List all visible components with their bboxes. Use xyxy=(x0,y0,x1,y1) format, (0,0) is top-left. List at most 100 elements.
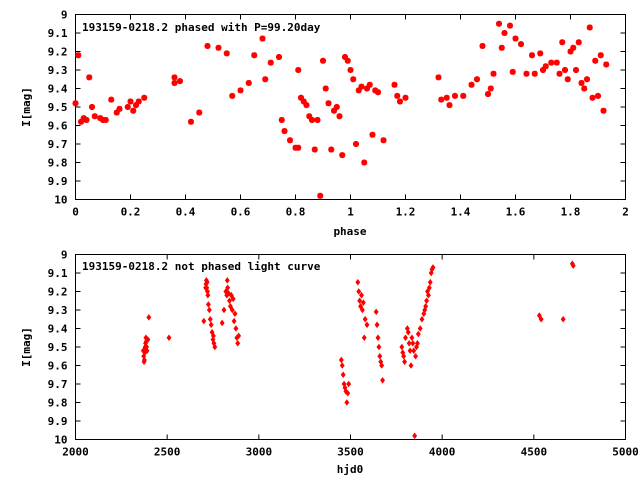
phased-x-tick-label: 0.8 xyxy=(286,206,306,219)
unphased-y-tick-label: 9.2 xyxy=(48,286,68,299)
phased-data-point xyxy=(443,94,450,101)
phased-y-tick-label: 9.5 xyxy=(48,101,68,114)
unphased-data-point xyxy=(219,319,225,327)
phased-data-point xyxy=(188,118,194,125)
phased-data-point xyxy=(80,115,87,122)
phased-data-point xyxy=(287,137,293,144)
phased-data-point xyxy=(83,116,90,123)
phased-data-point xyxy=(303,102,310,109)
unphased-data-point xyxy=(233,325,239,332)
phased-data-point xyxy=(366,81,373,88)
unphased-x-tick-label: 5000 xyxy=(612,446,639,459)
phased-plot-title: 193159-0218.2 phased with P=99.20day xyxy=(82,21,321,34)
unphased-y-tick-label: 9 xyxy=(61,249,68,262)
unphased-data-point xyxy=(208,321,214,329)
unphased-x-tick-label: 4500 xyxy=(521,446,548,459)
phased-data-point xyxy=(215,44,222,51)
unphased-data-point xyxy=(207,315,213,323)
phased-data-point xyxy=(124,104,131,110)
unphased-data-point xyxy=(344,399,350,406)
unphased-data-point xyxy=(360,299,366,306)
unphased-data-point xyxy=(227,297,232,305)
phased-data-point xyxy=(130,107,137,114)
phased-x-tick-label: 1.4 xyxy=(451,206,471,219)
phased-data-point xyxy=(531,70,538,77)
phased-data-point xyxy=(204,42,211,49)
unphased-data-point xyxy=(419,315,425,323)
phased-data-point xyxy=(584,76,590,83)
phased-data-point xyxy=(355,87,362,94)
phased-data-point xyxy=(278,116,285,123)
phased-data-point xyxy=(102,116,109,123)
phased-data-point xyxy=(578,79,585,86)
unphased-data-point xyxy=(355,278,361,286)
phased-data-point xyxy=(567,48,574,55)
unphased-data-point xyxy=(423,303,429,310)
phased-data-point xyxy=(237,87,244,94)
phased-data-point xyxy=(295,144,302,151)
phased-y-tick-label: 10 xyxy=(54,194,67,207)
unphased-data-point xyxy=(338,356,344,364)
unphased-data-point xyxy=(374,321,380,329)
phased-data-point xyxy=(380,137,387,144)
unphased-x-tick-label: 4000 xyxy=(429,446,456,459)
unphased-data-point xyxy=(225,284,231,292)
phased-data-point xyxy=(141,94,148,101)
phased-data-point xyxy=(600,107,607,114)
unphased-y-axis-label: I[mag] xyxy=(20,327,33,367)
unphased-data-point xyxy=(356,288,362,295)
unphased-data-point xyxy=(405,328,411,336)
unphased-data-point xyxy=(375,334,381,342)
phased-data-point xyxy=(350,76,357,83)
phased-data-point xyxy=(108,96,115,103)
phased-y-tick-label: 9.6 xyxy=(48,120,68,133)
unphased-data-point xyxy=(361,334,367,342)
phased-y-tick-label: 9.1 xyxy=(48,27,68,40)
unphased-data-point xyxy=(426,284,432,292)
phased-data-point xyxy=(509,68,516,75)
phased-data-point xyxy=(300,98,307,105)
phased-data-point xyxy=(581,85,588,92)
phased-data-point xyxy=(452,92,458,99)
phased-data-point xyxy=(394,92,401,99)
phased-data-points xyxy=(72,20,610,199)
phased-data-point xyxy=(116,105,123,112)
unphased-data-point xyxy=(205,291,211,299)
phased-data-point xyxy=(298,94,304,101)
phased-data-point xyxy=(262,76,269,83)
unphased-y-tick-label: 9.3 xyxy=(48,304,68,317)
phased-data-point xyxy=(344,57,351,64)
phased-data-point xyxy=(501,30,508,36)
phased-light-curve-panel: 193159-0218.2 phased with P=99.20day pha… xyxy=(20,9,629,239)
unphased-data-point xyxy=(204,278,210,286)
unphased-data-point xyxy=(407,347,413,354)
phased-data-point xyxy=(177,78,183,85)
phased-data-point xyxy=(328,146,335,153)
phased-data-point xyxy=(281,128,288,135)
phased-data-point xyxy=(595,92,601,99)
phased-data-point xyxy=(490,70,497,77)
unphased-data-point xyxy=(229,306,235,314)
phased-data-point xyxy=(171,74,178,81)
phased-data-point xyxy=(75,52,82,59)
phased-data-point xyxy=(364,85,370,92)
unphased-data-point xyxy=(415,330,421,338)
phased-data-point xyxy=(518,41,524,48)
phased-data-point xyxy=(375,89,381,96)
phased-data-point xyxy=(529,52,535,59)
phased-x-tick-label: 2 xyxy=(622,206,629,219)
phased-data-point xyxy=(171,79,178,86)
phased-data-point xyxy=(589,94,596,101)
phased-data-point xyxy=(113,109,120,116)
unphased-data-point xyxy=(417,325,423,332)
unphased-data-point xyxy=(166,334,172,342)
phased-y-tick-label: 9.2 xyxy=(48,46,68,59)
phased-data-point xyxy=(460,92,467,99)
unphased-data-point xyxy=(430,264,436,271)
unphased-data-point xyxy=(401,352,407,360)
phased-data-point xyxy=(553,59,560,66)
phased-data-point xyxy=(320,57,326,64)
phased-data-point xyxy=(435,74,442,81)
phased-data-point xyxy=(317,192,324,199)
